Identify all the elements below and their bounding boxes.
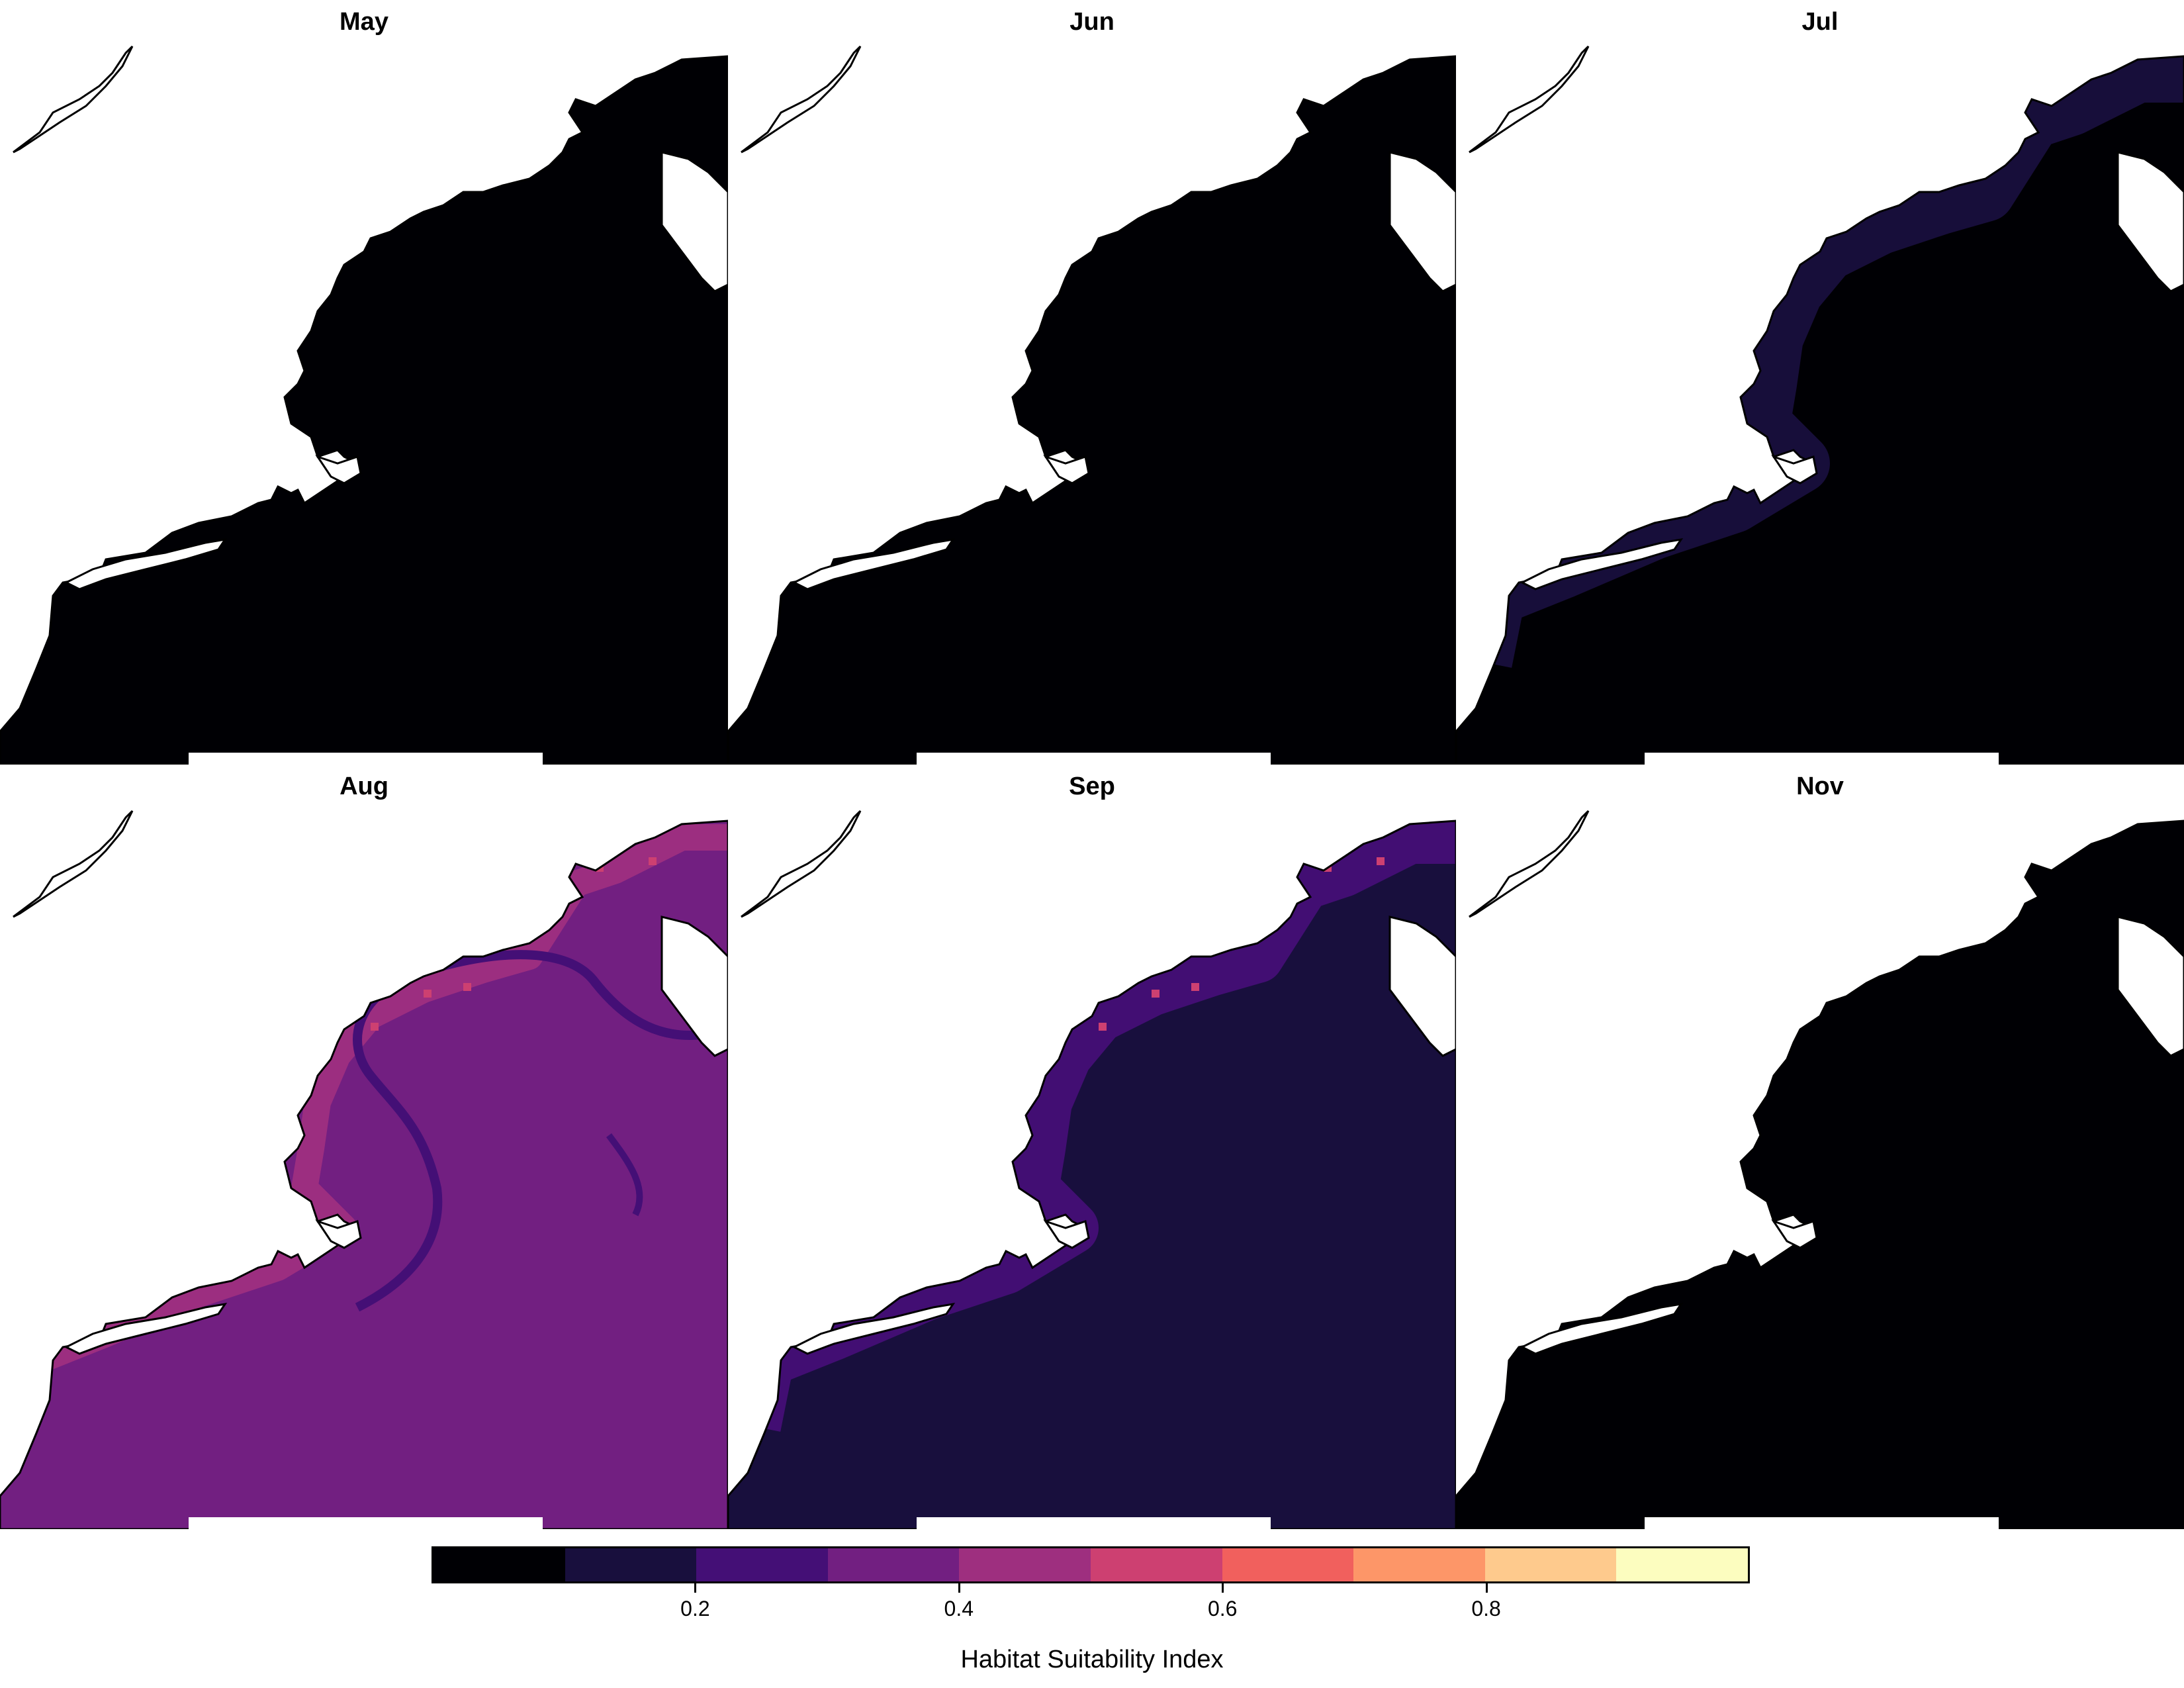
hotspot-cell: [424, 990, 432, 998]
bay-outline: [2116, 915, 2184, 1057]
frame-gap: [189, 753, 543, 765]
panel-title: Aug: [340, 773, 388, 800]
habitat-map-sep: [728, 765, 1456, 1529]
ocean-suitability-fill: [0, 821, 728, 1529]
coastal-band: [1456, 43, 2184, 668]
ocean-suitability-fill: [0, 56, 728, 765]
island-outline: [1520, 538, 1684, 590]
habitat-map-may: [0, 0, 728, 765]
hotspot-cell: [649, 857, 657, 865]
ocean-suitability-fill: [1456, 56, 2184, 765]
land-mask: [728, 0, 1456, 731]
coastline: [0, 820, 728, 1529]
coastal-band: [13, 824, 728, 1429]
color-bin: [1090, 1548, 1222, 1581]
river-outline: [741, 810, 862, 918]
color-bin: [1222, 1548, 1354, 1581]
land-mask: [0, 0, 728, 731]
tick-mark: [1485, 1583, 1488, 1593]
cape-outline: [315, 1219, 362, 1249]
habitat-map-jul: [1456, 0, 2184, 765]
land-mask: [0, 765, 728, 1496]
coastline: [728, 820, 1456, 1529]
tick-mark: [1222, 1583, 1224, 1593]
island-outline: [792, 538, 956, 590]
color-bin: [696, 1548, 828, 1581]
panel-title: Jun: [1069, 8, 1115, 36]
frame-gap: [917, 1517, 1271, 1529]
color-bin: [959, 1548, 1091, 1581]
tick-mark: [958, 1583, 960, 1593]
tick-label: 0.2: [680, 1597, 710, 1620]
cape-outline: [1043, 1219, 1090, 1249]
ocean-suitability-fill: [728, 821, 1456, 1529]
ocean-suitability-fill: [1456, 821, 2184, 1529]
tick-label: 0.6: [1207, 1597, 1238, 1620]
color-bin: [565, 1548, 697, 1581]
thermal-front-line: [606, 1133, 643, 1217]
frame-gap: [917, 753, 1271, 765]
bay-outline: [2116, 151, 2184, 293]
color-bin: [1616, 1548, 1748, 1581]
river-outline: [13, 810, 134, 918]
tick-mark: [694, 1583, 697, 1593]
hotspot-cell: [1099, 1023, 1107, 1031]
ocean-suitability-fill: [728, 56, 1456, 765]
map-panel-jun: Jun: [728, 0, 1456, 765]
bay-outline: [660, 915, 728, 1057]
island-outline: [792, 1302, 956, 1355]
cape-outline: [1771, 1219, 1818, 1249]
panel-title: Nov: [1796, 773, 1844, 800]
river-outline: [1469, 810, 1590, 918]
land-mask: [728, 765, 1456, 1496]
bay-outline: [1388, 915, 1456, 1057]
bay-outline: [660, 151, 728, 293]
panel-title: Sep: [1069, 773, 1115, 800]
map-panel-nov: Nov: [1456, 765, 2184, 1529]
color-scale-title: Habitat Suitability Index: [960, 1646, 1224, 1673]
hotspot-cell: [371, 1023, 379, 1031]
habitat-map-nov: [1456, 765, 2184, 1529]
bay-outline: [1388, 151, 1456, 293]
hotspot-cell: [463, 983, 471, 991]
panel-title: Jul: [1801, 8, 1839, 36]
land-mask: [1456, 765, 2184, 1496]
cape-outline: [1043, 455, 1090, 485]
cape-outline: [315, 455, 362, 485]
hotspot-cell: [1191, 983, 1199, 991]
tick-label: 0.4: [944, 1597, 974, 1620]
color-scale-bar: [432, 1546, 1750, 1583]
coastline: [1456, 820, 2184, 1529]
color-bin: [827, 1548, 960, 1581]
hotspot-cell: [1152, 990, 1160, 998]
cape-outline: [1771, 455, 1818, 485]
island-outline: [64, 538, 228, 590]
river-outline: [1469, 45, 1590, 154]
island-outline: [1520, 1302, 1684, 1355]
frame-gap: [1645, 1517, 1999, 1529]
map-panel-aug: Aug: [0, 765, 728, 1529]
island-outline: [64, 1302, 228, 1355]
habitat-map-aug: [0, 765, 728, 1529]
coastline: [728, 55, 1456, 765]
panel-title: May: [340, 8, 388, 36]
map-panel-jul: Jul: [1456, 0, 2184, 765]
river-outline: [741, 45, 862, 154]
color-bin: [1484, 1548, 1617, 1581]
color-bin: [433, 1548, 565, 1581]
map-panel-may: May: [0, 0, 728, 765]
river-outline: [13, 45, 134, 154]
coastline: [1456, 55, 2184, 765]
frame-gap: [1645, 753, 1999, 765]
coastal-band: [728, 811, 1456, 1432]
land-mask: [1456, 0, 2184, 731]
hotspot-cell: [1377, 857, 1385, 865]
map-panel-sep: Sep: [728, 765, 1456, 1529]
frame-gap: [189, 1517, 543, 1529]
tick-label: 0.8: [1471, 1597, 1501, 1620]
coastline: [0, 55, 728, 765]
color-bin: [1353, 1548, 1485, 1581]
habitat-map-jun: [728, 0, 1456, 765]
